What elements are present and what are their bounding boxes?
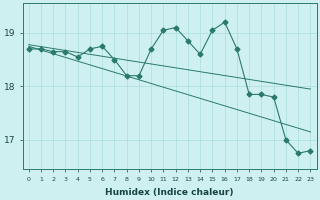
X-axis label: Humidex (Indice chaleur): Humidex (Indice chaleur) <box>105 188 234 197</box>
